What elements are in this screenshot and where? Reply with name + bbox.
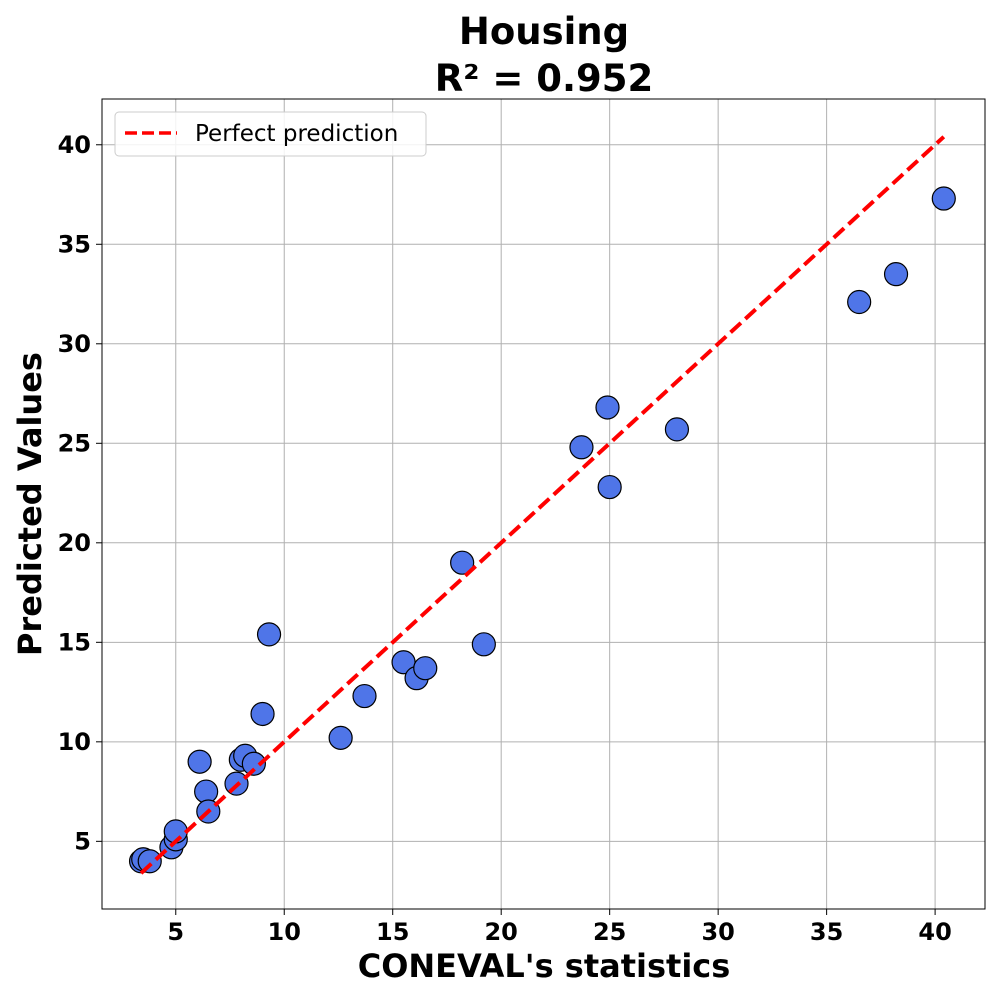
y-axis-label: Predicted Values	[11, 352, 49, 656]
x-tick-label: 10	[268, 918, 301, 946]
y-tick-label: 35	[58, 230, 91, 258]
y-tick-label: 20	[58, 529, 91, 557]
y-tick-label: 10	[58, 728, 91, 756]
scatter-point	[931, 186, 956, 211]
x-tick-label: 40	[918, 918, 951, 946]
plot-content	[128, 135, 956, 875]
scatter-point	[450, 550, 475, 575]
x-tick-label: 25	[593, 918, 626, 946]
x-tick-label: 5	[167, 918, 184, 946]
scatter-point	[569, 435, 594, 460]
y-tick-label: 5	[74, 827, 91, 855]
scatter-point	[328, 725, 353, 750]
x-tick-label: 20	[484, 918, 517, 946]
y-axis-ticks: 5 10 15 20 25 30 35 40	[58, 131, 102, 855]
legend-box	[114, 111, 427, 157]
scatter-point	[137, 849, 162, 874]
chart-subtitle: R² = 0.952	[435, 57, 654, 100]
scatter-point	[413, 656, 438, 681]
legend-label-perfect-prediction: Perfect prediction	[195, 121, 398, 147]
x-tick-label: 30	[701, 918, 734, 946]
scatter-point	[595, 395, 620, 420]
chart-title: Housing	[459, 10, 629, 53]
chart-title-group: Housing R² = 0.952	[435, 10, 654, 100]
scatter-point	[471, 632, 496, 657]
perfect-prediction-line	[139, 135, 946, 875]
plot-frame	[101, 98, 986, 910]
x-axis-label: CONEVAL's statistics	[358, 947, 731, 985]
y-tick-label: 25	[58, 429, 91, 457]
scatter-point	[597, 474, 622, 500]
scatter-point	[256, 622, 282, 647]
scatter-point	[664, 417, 690, 442]
y-tick-label: 30	[58, 330, 91, 358]
grid	[102, 99, 985, 909]
legend: Perfect prediction	[114, 111, 427, 157]
x-tick-label: 15	[376, 918, 409, 946]
x-tick-label: 35	[810, 918, 843, 946]
x-axis-ticks: 5 10 15 20 25 30 35 40	[167, 909, 952, 946]
scatter-point	[883, 262, 909, 287]
y-tick-label: 15	[58, 628, 91, 656]
scatter-point	[187, 749, 212, 774]
scatter-point	[847, 289, 872, 315]
scatter-point	[241, 751, 266, 776]
scatter-point	[352, 683, 377, 709]
scatter-point	[250, 701, 275, 727]
y-tick-label: 40	[58, 131, 91, 159]
